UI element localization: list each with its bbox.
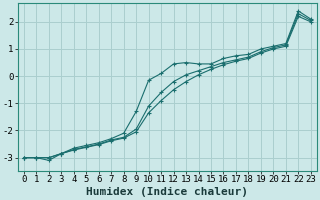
X-axis label: Humidex (Indice chaleur): Humidex (Indice chaleur) bbox=[86, 187, 248, 197]
